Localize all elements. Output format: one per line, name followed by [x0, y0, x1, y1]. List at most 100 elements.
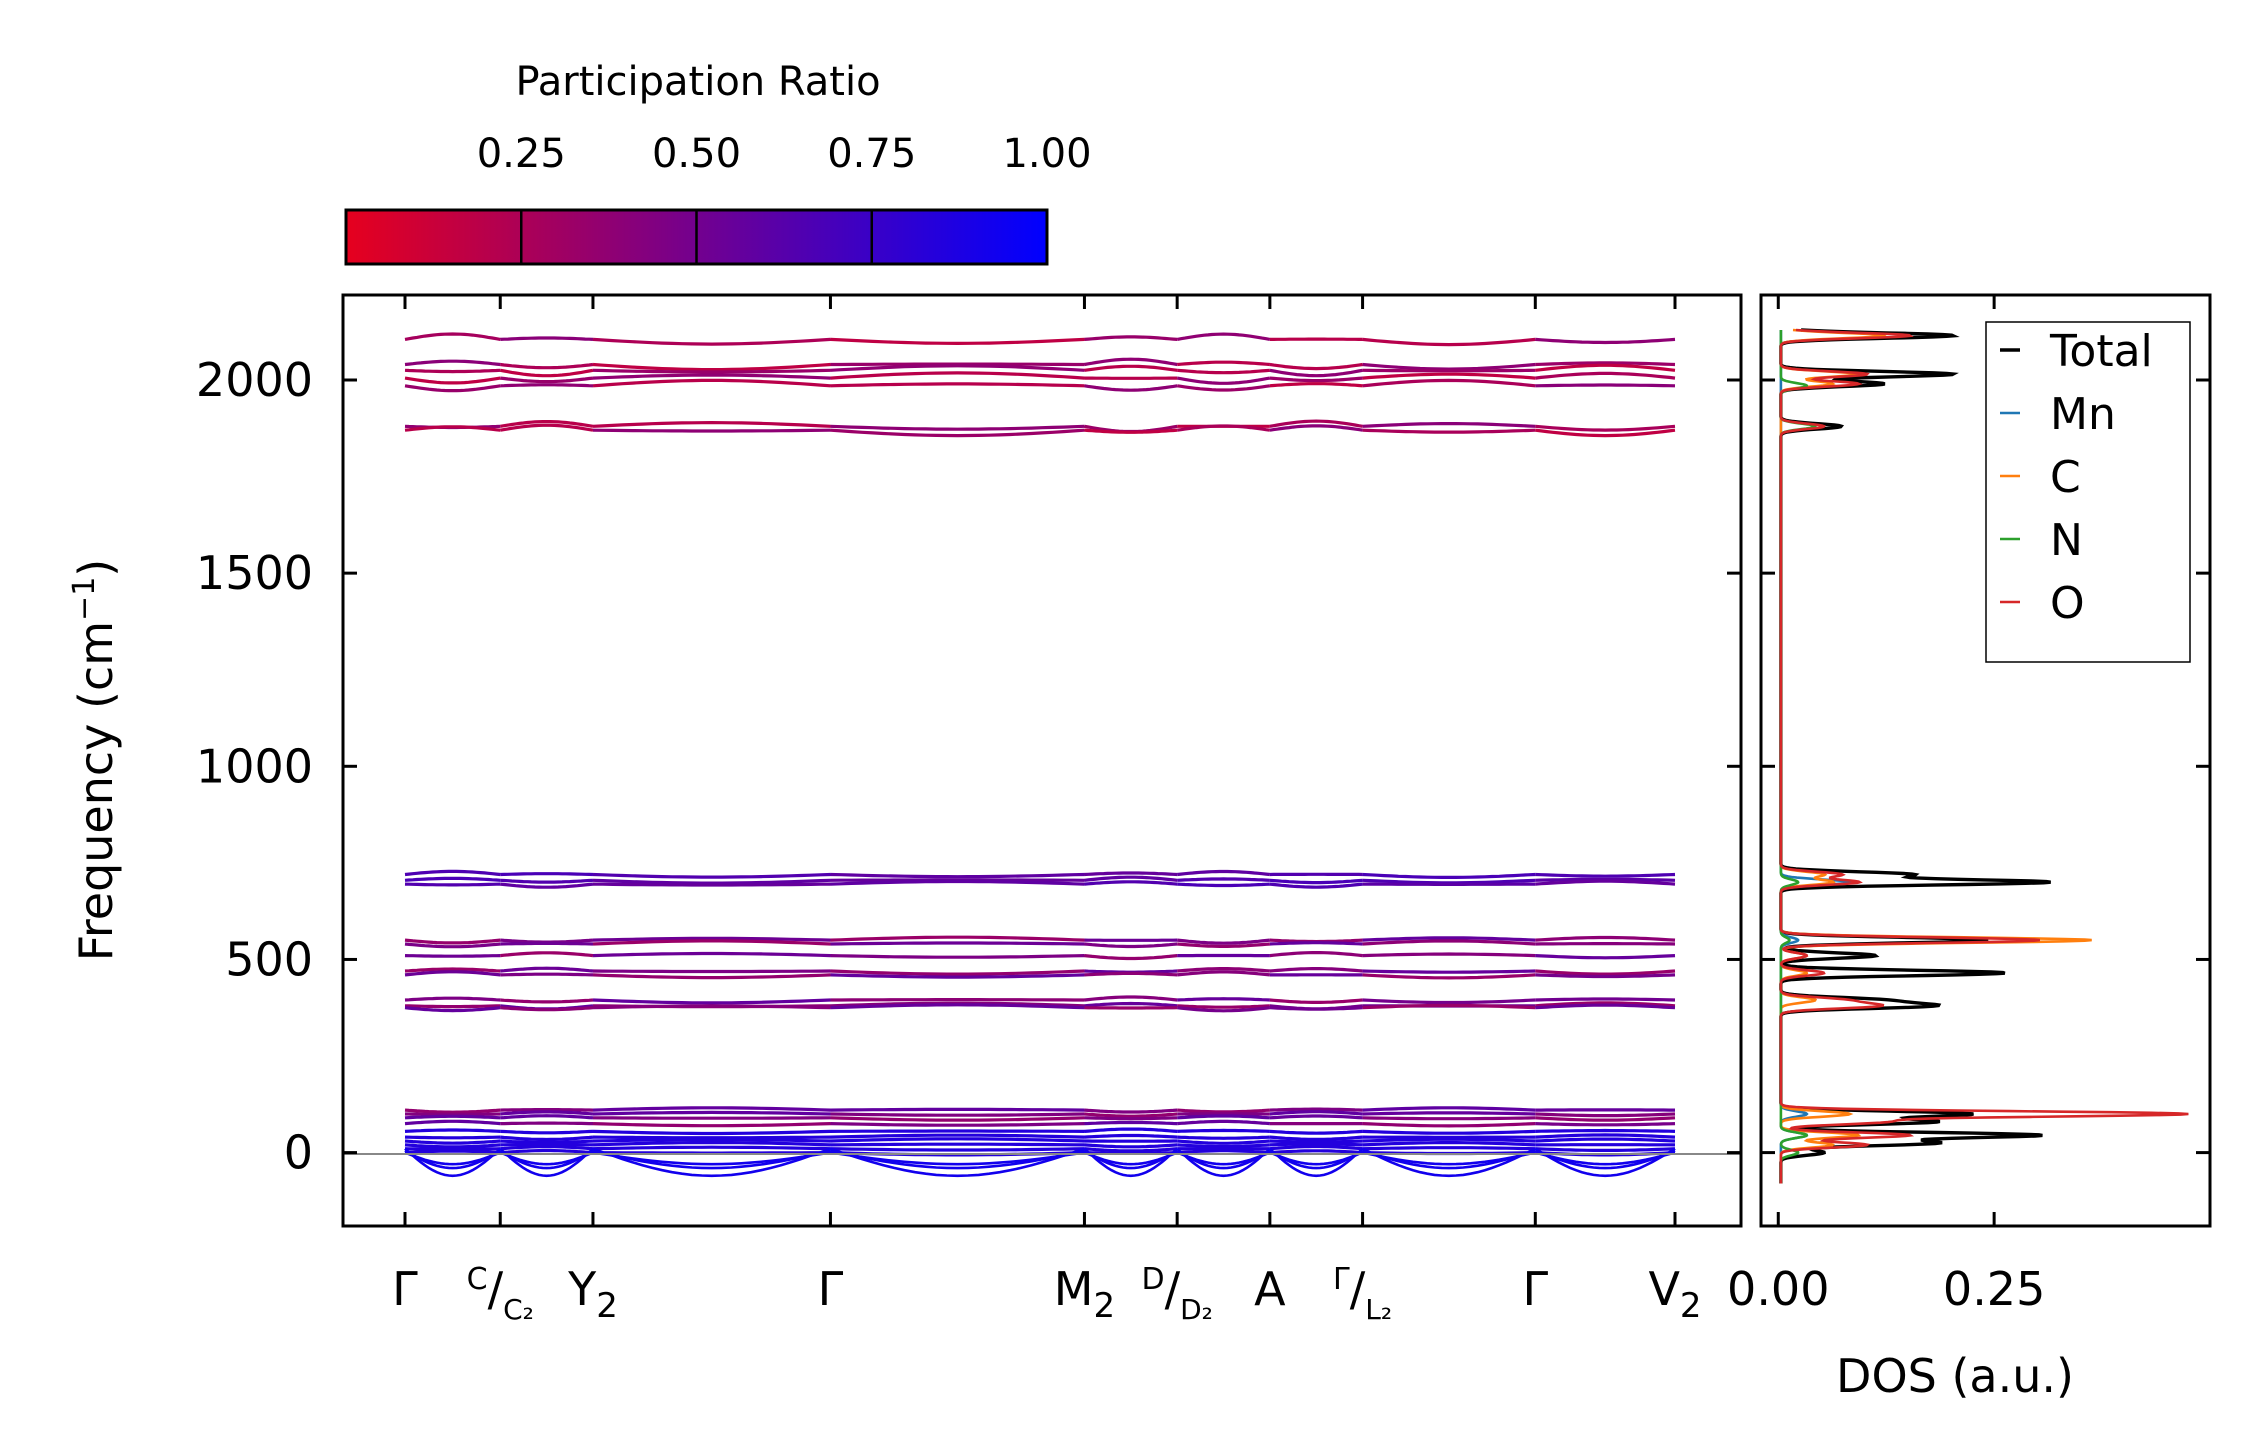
phonon-band — [500, 1139, 594, 1144]
k-point-label: C/C₂ — [467, 1262, 534, 1326]
y-tick-label: 0 — [284, 1126, 313, 1180]
acoustic-band — [830, 1147, 1085, 1178]
colorbar-tick-label: 0.75 — [827, 131, 916, 177]
phonon-band — [1177, 368, 1271, 375]
phonon-band — [592, 1145, 831, 1151]
acoustic-band — [1534, 1149, 1676, 1170]
phonon-band — [1535, 879, 1676, 886]
phonon-band — [1269, 1149, 1363, 1155]
phonon-band — [1177, 970, 1271, 977]
phonon-band — [404, 1128, 501, 1133]
phonon-band — [1535, 1147, 1676, 1152]
phonon-band — [1269, 419, 1363, 428]
phonon-band — [1362, 952, 1536, 958]
phonon-band — [1084, 875, 1178, 882]
phonon-band — [500, 1142, 594, 1147]
k-point-label: V2 — [1648, 1262, 1701, 1326]
phonon-band — [1535, 973, 1676, 979]
phonon-band — [1177, 1143, 1270, 1149]
acoustic-band — [1083, 1147, 1179, 1178]
phonon-band — [1177, 967, 1271, 973]
phonon-band — [1362, 1146, 1536, 1151]
phonon-band — [1177, 1108, 1270, 1114]
phonon-band — [1535, 1128, 1676, 1133]
legend-frame — [1985, 321, 2191, 663]
phonon-band — [1177, 938, 1271, 945]
phonon-band — [1269, 1114, 1363, 1120]
phonon-band — [1535, 1122, 1676, 1127]
phonon-band — [404, 376, 501, 385]
phonon-band — [1084, 1133, 1178, 1139]
phonon-band — [1084, 1108, 1178, 1114]
phonon-band — [500, 336, 594, 341]
phonon-band — [500, 376, 594, 384]
phonon-band — [830, 1107, 1085, 1112]
dos-x-axis-title: DOS (a.u.) — [1836, 1349, 2074, 1403]
y-tick-label: 500 — [225, 932, 313, 986]
phonon-band — [404, 1135, 501, 1140]
phonon-band — [1084, 1120, 1178, 1126]
phonon-band — [830, 382, 1085, 388]
acoustic-band — [1083, 1149, 1178, 1170]
phonon-band — [404, 384, 501, 393]
y-tick-label: 1000 — [196, 739, 313, 793]
phonon-band — [1084, 384, 1178, 392]
k-point-label: M2 — [1054, 1262, 1115, 1326]
phonon-band — [500, 882, 594, 889]
phonon-band — [1177, 1006, 1271, 1013]
phonon-band — [1269, 967, 1363, 973]
phonon-band — [830, 1147, 1085, 1152]
phonon-band — [1535, 383, 1676, 388]
legend-label: Mn — [2050, 389, 2116, 440]
phonon-band — [1176, 424, 1271, 432]
phonon-band — [1176, 376, 1271, 385]
phonon-band — [500, 423, 594, 432]
phonon-band — [830, 1003, 1085, 1010]
phonon-band — [500, 1121, 593, 1126]
k-point-label: Γ — [1522, 1262, 1548, 1316]
phonon-band — [500, 1148, 594, 1155]
dispersion-frame — [341, 293, 1743, 1228]
phonon-band — [404, 942, 501, 949]
phonon-band — [500, 872, 594, 877]
phonon-band — [830, 371, 1085, 380]
acoustic-band — [592, 1149, 831, 1170]
phonon-band — [592, 939, 831, 946]
dos-panel: 0.00 0.25 DOS (a.u.) Total Mn CNO — [1727, 293, 2212, 1403]
k-point-label: Γ/L₂ — [1333, 1262, 1392, 1326]
legend-label: N — [2050, 515, 2083, 566]
phonon-band — [1362, 872, 1536, 879]
phonon-band — [404, 332, 501, 341]
phonon-band — [1535, 1001, 1676, 1008]
phonon-band — [500, 998, 594, 1004]
phonon-band — [1362, 939, 1536, 946]
phonon-band — [1362, 362, 1536, 371]
phonon-band — [500, 941, 594, 946]
phonon-band — [404, 1139, 501, 1145]
dos-frame — [1759, 293, 2212, 1228]
phonon-band — [1084, 971, 1178, 977]
phonon-band — [1269, 1107, 1363, 1112]
phonon-band — [830, 879, 1085, 886]
phonon-band — [1362, 1141, 1536, 1147]
phonon-band — [1535, 1133, 1676, 1139]
acoustic-band — [1269, 1147, 1364, 1178]
phonon-band — [830, 1142, 1085, 1147]
phonon-band — [1084, 1112, 1178, 1118]
phonon-band — [1535, 997, 1676, 1002]
phonon-band — [830, 424, 1085, 431]
phonon-band — [1084, 1116, 1178, 1121]
phonon-band — [1177, 997, 1270, 1002]
phonon-band — [1084, 880, 1178, 886]
phonon-band — [592, 882, 831, 887]
acoustic-band — [1176, 1147, 1271, 1178]
phonon-band — [1084, 1147, 1178, 1153]
phonon-band — [1084, 1127, 1178, 1133]
phonon-band — [1084, 942, 1178, 949]
phonon-band — [404, 1119, 501, 1126]
acoustic-band — [1269, 1149, 1364, 1170]
phonon-band — [1362, 878, 1536, 885]
phonon-band — [1362, 337, 1536, 347]
phonon-band — [592, 969, 831, 974]
